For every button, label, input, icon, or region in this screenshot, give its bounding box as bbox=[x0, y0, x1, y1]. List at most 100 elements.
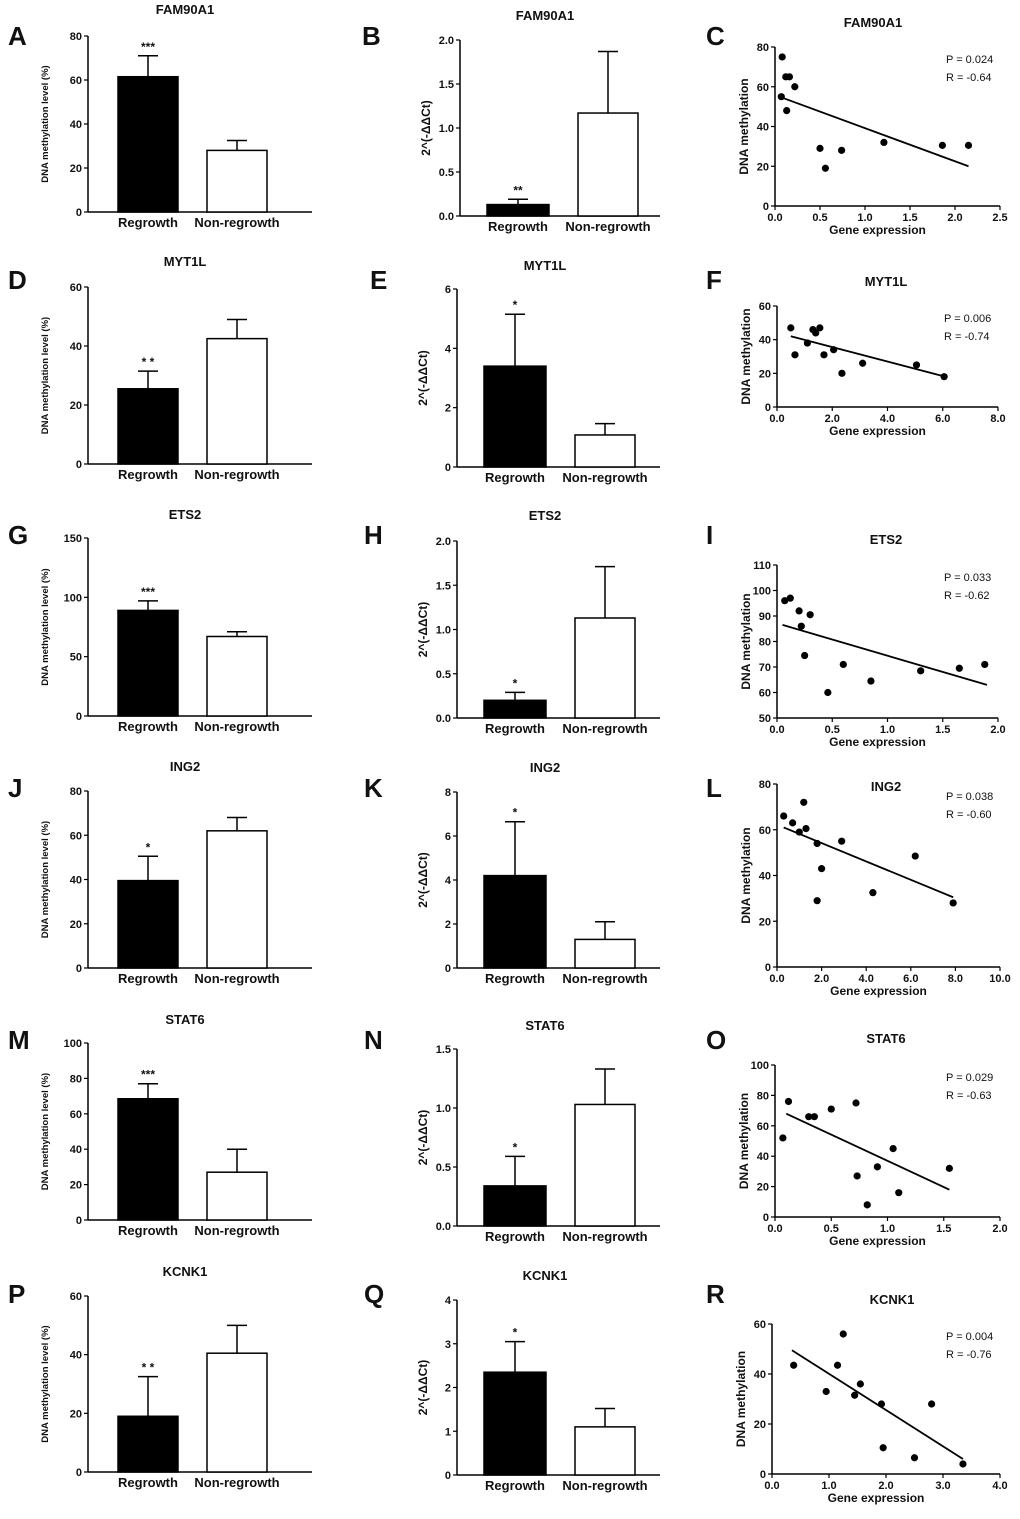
data-point bbox=[959, 1460, 967, 1468]
x-tick-label: 0.0 bbox=[767, 212, 782, 224]
data-point bbox=[789, 819, 797, 827]
y-tick-label: 60 bbox=[759, 825, 771, 837]
y-tick-label: 20 bbox=[70, 1180, 82, 1192]
data-point bbox=[797, 622, 805, 630]
y-axis-label: 2^(-ΔΔCt) bbox=[416, 852, 430, 908]
y-tick-label: 20 bbox=[754, 1419, 766, 1431]
data-point bbox=[869, 889, 877, 897]
y-tick-label: 1.5 bbox=[439, 79, 454, 91]
y-tick-label: 0 bbox=[76, 207, 82, 219]
bar-non-regrowth bbox=[206, 635, 268, 717]
data-point bbox=[810, 1113, 818, 1121]
bar-non-regrowth bbox=[574, 1426, 636, 1476]
bar-regrowth bbox=[117, 609, 179, 717]
data-point bbox=[839, 1330, 847, 1338]
y-tick-label: 20 bbox=[759, 916, 771, 928]
data-point bbox=[955, 664, 963, 672]
data-point bbox=[838, 369, 846, 377]
y-tick-label: 80 bbox=[70, 786, 82, 798]
y-tick-label: 20 bbox=[70, 163, 82, 175]
y-tick-label: 40 bbox=[759, 335, 771, 347]
x-tick-label: 2.0 bbox=[814, 973, 829, 985]
panel-label: B bbox=[362, 21, 381, 51]
chart-title: STAT6 bbox=[165, 1012, 204, 1027]
r-value: R = -0.63 bbox=[946, 1090, 992, 1102]
p-value: P = 0.006 bbox=[944, 313, 991, 325]
panel-o: O STAT6 0 20 40 60 80 100 DNA methylation 0.0 0.5 1… bbox=[706, 1025, 1008, 1248]
y-tick-label: 80 bbox=[70, 1073, 82, 1085]
data-point bbox=[821, 164, 830, 172]
data-point bbox=[911, 852, 919, 860]
panel-n: N STAT6 0.0 0.5 1.0 1.5 2^(-ΔΔCt) * Regrowth Non-… bbox=[364, 1018, 660, 1244]
data-point bbox=[827, 1105, 835, 1113]
significance-marker: * bbox=[513, 1326, 518, 1340]
y-tick-label: 1.0 bbox=[439, 123, 454, 135]
category-label: Regrowth bbox=[118, 215, 178, 230]
y-tick-label: 0.5 bbox=[436, 1162, 451, 1174]
y-tick-label: 6 bbox=[445, 831, 451, 843]
data-point bbox=[851, 1391, 859, 1399]
data-point bbox=[781, 597, 789, 605]
y-tick-label: 0 bbox=[760, 1469, 766, 1481]
chart-title: ETS2 bbox=[870, 532, 903, 547]
data-point bbox=[787, 324, 795, 332]
significance-marker: *** bbox=[141, 40, 155, 54]
y-tick-label: 60 bbox=[754, 1319, 766, 1331]
bar-regrowth bbox=[117, 75, 179, 213]
category-label: Non-regrowth bbox=[565, 219, 650, 234]
y-tick-label: 4 bbox=[445, 875, 452, 887]
p-value: P = 0.038 bbox=[946, 791, 993, 803]
data-point bbox=[820, 351, 828, 359]
y-tick-label: 6 bbox=[445, 284, 451, 296]
y-axis-label: DNA methylation level (%) bbox=[40, 821, 51, 938]
y-tick-label: 1.5 bbox=[436, 1044, 451, 1056]
panel-k: K ING2 0 2 4 6 8 2^(-ΔΔCt) * Regrowth Non-regrowth bbox=[364, 760, 660, 986]
data-point bbox=[816, 324, 824, 332]
data-point bbox=[964, 141, 973, 149]
y-tick-label: 50 bbox=[70, 652, 82, 664]
y-tick-label: 1.0 bbox=[436, 625, 451, 637]
bar-regrowth bbox=[117, 1098, 179, 1221]
data-point bbox=[839, 660, 847, 669]
data-point bbox=[778, 53, 786, 61]
y-tick-label: 20 bbox=[759, 368, 771, 380]
panel-a: A FAM90A1 0 20 40 60 80 DNA methylation level (… bbox=[8, 2, 312, 230]
category-label: Non-regrowth bbox=[194, 1223, 279, 1238]
chart-title: FAM90A1 bbox=[156, 2, 215, 17]
y-tick-label: 0 bbox=[76, 459, 82, 471]
data-point bbox=[812, 329, 820, 337]
y-tick-label: 60 bbox=[70, 75, 82, 87]
y-tick-label: 1.0 bbox=[436, 1103, 451, 1115]
chart-title: MYT1L bbox=[524, 258, 567, 273]
chart-title: ETS2 bbox=[169, 507, 202, 522]
x-tick-label: 3.0 bbox=[935, 1480, 950, 1492]
panel-c: C FAM90A1 0 20 40 60 80 DNA methylation 0.0 0.5 1.… bbox=[706, 15, 1008, 237]
data-point bbox=[791, 83, 799, 91]
category-label: Regrowth bbox=[118, 971, 178, 986]
y-tick-label: 20 bbox=[757, 1182, 769, 1194]
y-tick-label: 40 bbox=[70, 119, 82, 131]
y-axis-label: DNA methylation bbox=[734, 1351, 748, 1447]
y-tick-label: 0 bbox=[445, 963, 451, 975]
panel-j: J ING2 0 20 40 60 80 DNA methylation level (%) *… bbox=[8, 759, 312, 986]
significance-marker: * bbox=[513, 298, 518, 312]
x-tick-label: 6.0 bbox=[935, 413, 950, 425]
y-tick-label: 40 bbox=[70, 875, 82, 887]
bar-non-regrowth bbox=[206, 337, 268, 465]
y-axis-label: DNA methylation bbox=[737, 1093, 751, 1189]
significance-marker: ** bbox=[513, 183, 523, 197]
panel-label: R bbox=[706, 1279, 725, 1309]
data-point bbox=[889, 1145, 897, 1153]
y-tick-label: 40 bbox=[70, 341, 82, 353]
y-axis-label: DNA methylation bbox=[737, 78, 751, 174]
x-tick-label: 1.0 bbox=[880, 724, 895, 736]
x-tick-label: 8.0 bbox=[990, 413, 1005, 425]
y-tick-label: 3 bbox=[445, 1339, 451, 1351]
y-tick-label: 0.0 bbox=[439, 211, 454, 223]
regression-line bbox=[783, 826, 954, 899]
significance-marker: *** bbox=[141, 585, 155, 599]
panel-label: O bbox=[706, 1025, 726, 1055]
panel-f: F MYT1L 0 20 40 60 DNA methylation 0.0 2.0 4.0 6.0… bbox=[706, 265, 1006, 438]
significance-marker: * bbox=[513, 676, 518, 690]
y-tick-label: 60 bbox=[757, 82, 769, 94]
